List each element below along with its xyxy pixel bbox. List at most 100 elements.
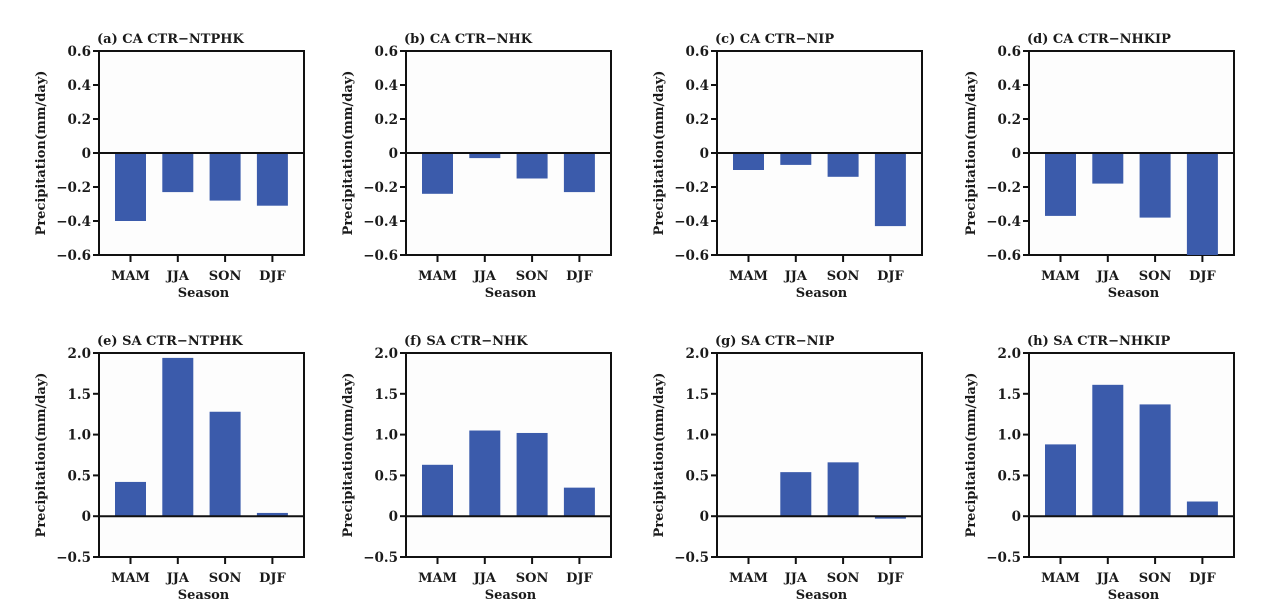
bar-mam bbox=[115, 481, 146, 517]
y-axis-label: Precipitation(mm/day) bbox=[652, 373, 667, 538]
y-tick-label: −0.2 bbox=[363, 180, 398, 196]
bar-jja bbox=[469, 153, 501, 159]
x-tick-label: DJF bbox=[1189, 571, 1216, 586]
x-tick-label: DJF bbox=[259, 269, 286, 284]
panel-title: (e) SA CTR−NTPHK bbox=[97, 334, 243, 349]
bar-son bbox=[209, 153, 241, 201]
panel-f: (f) SA CTR−NHK −0.5 0 0.5 1.0 1.5 2.0 MAM JJA SON… bbox=[341, 334, 612, 603]
y-tick-label: 0.2 bbox=[68, 112, 92, 128]
x-tick-label: JJA bbox=[784, 269, 808, 284]
x-tick-label: JJA bbox=[1096, 269, 1120, 284]
bar-son bbox=[209, 411, 241, 517]
y-tick-label: 0.6 bbox=[68, 44, 92, 60]
x-tick-label: JJA bbox=[473, 571, 497, 586]
bar-mam bbox=[115, 153, 146, 221]
y-axis-label: Precipitation(mm/day) bbox=[964, 71, 979, 236]
panel-d: (d) CA CTR−NHKIP −0.6 −0.4 −0.2 0 0.2 0.4 0.6 MA… bbox=[964, 32, 1235, 301]
y-tick-label: 0.4 bbox=[686, 78, 710, 94]
y-tick-label: 0 bbox=[389, 509, 398, 525]
bar-djf bbox=[563, 487, 595, 517]
x-tick-label: SON bbox=[209, 269, 242, 284]
x-tick-label: MAM bbox=[1041, 571, 1080, 586]
y-tick-label: −0.2 bbox=[674, 180, 709, 196]
bar-jja bbox=[780, 472, 812, 517]
y-tick-label: −0.6 bbox=[56, 248, 91, 264]
bar-son bbox=[1139, 153, 1171, 218]
y-tick-label: 2.0 bbox=[998, 346, 1022, 362]
x-tick-label: SON bbox=[1139, 571, 1172, 586]
bar-mam bbox=[422, 153, 453, 194]
x-tick-label: MAM bbox=[418, 269, 457, 284]
bar-jja bbox=[162, 153, 194, 193]
y-tick-label: 0.4 bbox=[375, 78, 399, 94]
bar-djf bbox=[1186, 153, 1218, 255]
x-axis-label: Season bbox=[1108, 286, 1160, 301]
plot-frame bbox=[1028, 352, 1235, 558]
x-axis-label: Season bbox=[485, 588, 537, 603]
bar-djf bbox=[563, 153, 595, 193]
x-tick-label: JJA bbox=[166, 269, 190, 284]
bar-djf bbox=[256, 512, 288, 517]
y-tick-label: 0.6 bbox=[375, 44, 399, 60]
bar-mam bbox=[422, 464, 453, 517]
x-axis-label: Season bbox=[796, 286, 848, 301]
y-tick-label: −0.4 bbox=[363, 214, 398, 230]
x-axis-label: Season bbox=[178, 588, 230, 603]
bar-jja bbox=[1092, 153, 1124, 184]
x-tick-label: DJF bbox=[566, 571, 593, 586]
x-tick-label: JJA bbox=[473, 269, 497, 284]
x-tick-label: MAM bbox=[111, 269, 150, 284]
panel-title: (b) CA CTR−NHK bbox=[404, 32, 533, 47]
x-tick-label: DJF bbox=[566, 269, 593, 284]
plot-frame bbox=[716, 352, 923, 558]
y-tick-label: −0.4 bbox=[674, 214, 709, 230]
x-tick-label: JJA bbox=[1096, 571, 1120, 586]
bar-djf bbox=[874, 153, 906, 227]
bar-jja bbox=[780, 153, 812, 165]
bar-son bbox=[516, 153, 548, 179]
panel-b: (b) CA CTR−NHK −0.6 −0.4 −0.2 0 0.2 0.4 0.6 MAM J… bbox=[341, 32, 612, 301]
y-tick-label: 1.5 bbox=[998, 387, 1022, 403]
bar-mam bbox=[733, 153, 764, 170]
x-tick-label: SON bbox=[1139, 269, 1172, 284]
bar-djf bbox=[1186, 501, 1218, 517]
x-tick-label: MAM bbox=[729, 571, 768, 586]
x-tick-label: DJF bbox=[1189, 269, 1216, 284]
x-tick-label: MAM bbox=[111, 571, 150, 586]
y-tick-label: 1.0 bbox=[375, 428, 399, 444]
bar-jja bbox=[1092, 384, 1124, 517]
y-tick-label: −0.5 bbox=[363, 550, 398, 566]
panel-title: (d) CA CTR−NHKIP bbox=[1027, 32, 1171, 47]
x-axis-label: Season bbox=[485, 286, 537, 301]
y-tick-label: 0.5 bbox=[375, 468, 399, 484]
y-tick-label: 0.5 bbox=[998, 468, 1022, 484]
x-tick-label: SON bbox=[827, 269, 860, 284]
y-tick-label: 0 bbox=[700, 146, 709, 162]
bar-son bbox=[1139, 404, 1171, 517]
plot-frame bbox=[98, 352, 305, 558]
x-axis-label: Season bbox=[178, 286, 230, 301]
y-tick-label: 0 bbox=[82, 509, 91, 525]
x-tick-label: SON bbox=[209, 571, 242, 586]
bar-mam bbox=[1045, 153, 1076, 216]
y-tick-label: 2.0 bbox=[375, 346, 399, 362]
y-axis-label: Precipitation(mm/day) bbox=[34, 71, 49, 236]
y-tick-label: 2.0 bbox=[686, 346, 710, 362]
bar-son bbox=[827, 153, 859, 177]
bar-djf bbox=[874, 516, 906, 519]
bar-jja bbox=[162, 357, 194, 517]
x-axis-label: Season bbox=[1108, 588, 1160, 603]
x-tick-label: MAM bbox=[1041, 269, 1080, 284]
y-tick-label: 0.6 bbox=[686, 44, 710, 60]
y-tick-label: 1.0 bbox=[68, 428, 92, 444]
y-axis-label: Precipitation(mm/day) bbox=[964, 373, 979, 538]
y-tick-label: 0 bbox=[1012, 509, 1021, 525]
panel-title: (g) SA CTR−NIP bbox=[715, 334, 835, 349]
bar-son bbox=[827, 462, 859, 517]
y-tick-label: 0 bbox=[82, 146, 91, 162]
x-tick-label: DJF bbox=[877, 269, 904, 284]
panel-h: (h) SA CTR−NHKIP −0.5 0 0.5 1.0 1.5 2.0 MAM JJA S… bbox=[964, 334, 1235, 603]
y-tick-label: −0.5 bbox=[986, 550, 1021, 566]
y-tick-label: −0.5 bbox=[56, 550, 91, 566]
